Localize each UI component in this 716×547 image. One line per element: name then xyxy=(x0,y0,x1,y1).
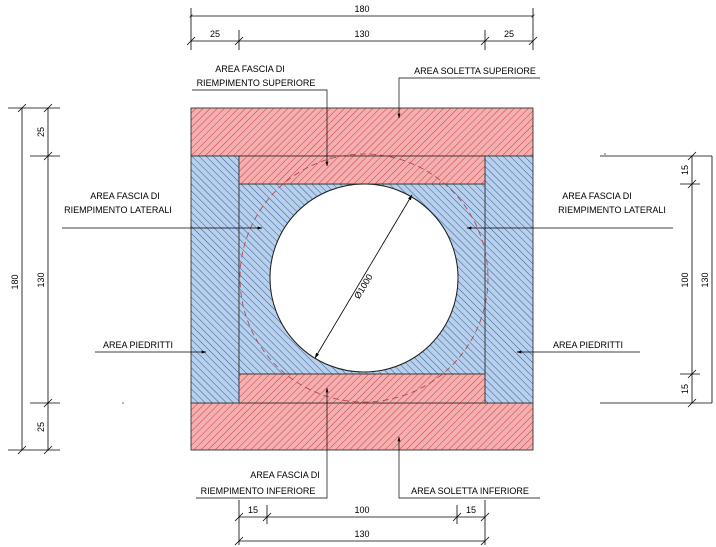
diameter-line xyxy=(314,194,413,359)
label-bottom-fill-2: RIEMPIMENTO INFERIORE xyxy=(201,486,316,496)
bottom-left-dim: 15 xyxy=(248,505,258,515)
bottom-right-dim: 15 xyxy=(466,505,476,515)
label-right-fill-1: AREA FASCIA DI xyxy=(562,191,632,201)
label-top-fill-1: AREA FASCIA DI xyxy=(215,64,285,74)
right-pier-area xyxy=(484,155,534,404)
top-dimensions: 180 25 130 25 xyxy=(186,4,538,50)
label-top-fill-2: RIEMPIMENTO SUPERIORE xyxy=(197,78,316,88)
stray-dot xyxy=(604,153,606,155)
label-bottom-fill-1: AREA FASCIA DI xyxy=(250,470,320,480)
label-top-slab: AREA SOLETTA SUPERIORE xyxy=(414,66,536,76)
annotations: AREA FASCIA DI RIEMPIMENTO SUPERIORE ARE… xyxy=(62,64,673,499)
right-bottom-dim: 15 xyxy=(680,384,690,394)
top-slab-area xyxy=(190,107,534,157)
left-dimensions: 180 25 130 25 xyxy=(8,103,60,455)
left-middle-dim: 130 xyxy=(36,272,46,287)
bottom-overall-dim: 130 xyxy=(354,529,369,539)
bottom-slab-area xyxy=(190,402,534,451)
top-middle-dim: 130 xyxy=(354,29,369,39)
dashed-envelope-circle xyxy=(239,153,489,403)
stray-dot xyxy=(122,402,124,404)
label-left-fill-2: RIEMPIMENTO LATERALI xyxy=(64,205,172,215)
bottom-dimensions: 15 100 15 130 xyxy=(234,500,490,546)
label-right-fill-2: RIEMPIMENTO LATERALI xyxy=(558,205,666,215)
right-overall-dim: 130 xyxy=(700,272,710,287)
top-fill-band-area xyxy=(238,155,486,185)
label-left-pier: AREA PIEDRITTI xyxy=(103,340,173,350)
left-pier-area xyxy=(190,155,240,404)
bottom-fill-band-area xyxy=(238,373,486,404)
left-overall-dim: 180 xyxy=(10,274,20,289)
label-right-pier: AREA PIEDRITTI xyxy=(553,340,623,350)
top-overall-dim: 180 xyxy=(354,4,369,14)
label-left-fill-1: AREA FASCIA DI xyxy=(90,191,160,201)
label-bottom-slab: AREA SOLETTA INFERIORE xyxy=(411,486,529,496)
bottom-middle-dim: 100 xyxy=(354,505,369,515)
left-top-dim: 25 xyxy=(36,127,46,137)
left-bottom-dim: 25 xyxy=(36,422,46,432)
top-left-dim: 25 xyxy=(210,29,220,39)
top-right-dim: 25 xyxy=(504,29,514,39)
right-dimensions: 15 100 15 130 xyxy=(600,151,713,408)
right-top-dim: 15 xyxy=(680,165,690,175)
right-middle-dim: 100 xyxy=(680,272,690,287)
